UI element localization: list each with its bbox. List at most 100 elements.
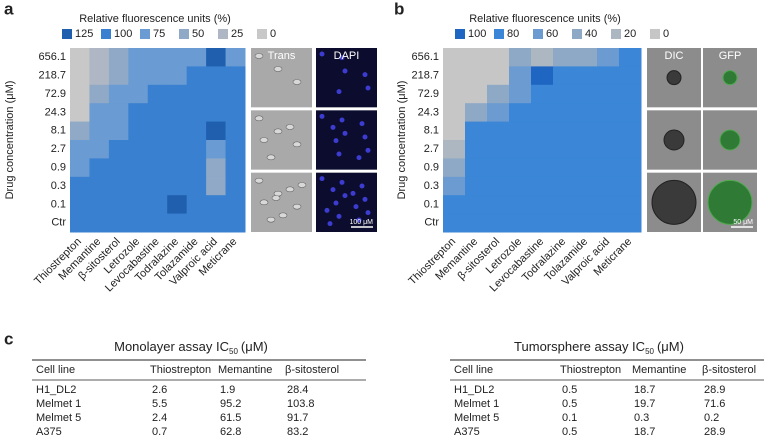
heatmap-cell <box>108 213 129 233</box>
row-label: 656.1 <box>38 51 66 63</box>
heatmap-cell <box>167 176 188 196</box>
heatmap-cell <box>128 48 149 67</box>
heatmap-cell <box>619 213 642 233</box>
table-cell: 71.6 <box>704 398 725 410</box>
heatmap-cell <box>509 48 532 67</box>
nucleus <box>356 217 362 223</box>
heatmap-cell <box>597 103 620 123</box>
heatmap-cell <box>465 66 488 86</box>
nucleus <box>342 193 348 199</box>
table-title: Tumorsphere assay IC50 (μM) <box>514 339 684 356</box>
heatmap-cell <box>89 48 110 67</box>
title-text: Tumorsphere assay IC <box>514 339 645 354</box>
heatmap-cell <box>225 195 246 215</box>
heatmap-cell <box>465 103 488 123</box>
heatmap-cell <box>465 176 488 196</box>
heatmap-cell <box>70 140 90 159</box>
heatmap-cell <box>147 84 168 104</box>
row-label: 8.1 <box>51 125 66 137</box>
heatmap-cell <box>167 66 188 86</box>
table-cell: Melmet 5 <box>454 412 499 424</box>
heatmap-cell <box>465 195 488 215</box>
nucleus <box>319 51 325 57</box>
scale-bar-label: 50 μM <box>733 219 753 226</box>
heatmap-cell <box>531 140 554 159</box>
micrograph-header: DAPI <box>334 50 360 62</box>
heatmap-cell <box>443 140 466 159</box>
nucleus <box>330 187 336 193</box>
sphere <box>719 129 741 151</box>
heatmap-cell <box>147 103 168 123</box>
nucleus <box>319 176 325 182</box>
heatmap-cell <box>225 48 246 67</box>
heatmap-cell <box>553 48 576 67</box>
heatmap-cell <box>206 195 227 215</box>
heatmap-cell <box>597 121 620 141</box>
heatmap-cell <box>575 158 598 178</box>
nucleus <box>327 221 333 227</box>
nucleus <box>359 121 365 127</box>
heatmap-cell <box>89 103 110 123</box>
heatmap-cell <box>206 103 227 123</box>
row-label: 0.3 <box>51 180 66 192</box>
heatmap-cell <box>128 176 149 196</box>
heatmap-cell <box>167 103 188 123</box>
nucleus <box>362 72 368 78</box>
row-label: 0.9 <box>424 162 439 174</box>
heatmap-cell <box>108 140 129 159</box>
legend-label: 25 <box>231 28 243 40</box>
heatmap-cell <box>147 66 168 86</box>
table-cell: 18.7 <box>634 384 655 396</box>
table-header: Cell line <box>454 364 493 376</box>
table-header: Cell line <box>36 364 75 376</box>
cell <box>292 203 302 210</box>
title-subscript: 50 <box>229 347 238 356</box>
nucleus <box>365 85 371 91</box>
legend-label: 40 <box>585 28 597 40</box>
heatmap-cell <box>70 195 90 215</box>
table-cell: H1_DL2 <box>454 384 494 396</box>
heatmap-cell <box>553 176 576 196</box>
row-label: 24.3 <box>418 106 439 118</box>
heatmap-cell <box>147 176 168 196</box>
table-header: Thiostrepton <box>560 364 621 376</box>
legend-swatch <box>101 29 111 39</box>
heatmap-cell <box>147 121 168 141</box>
heatmap-cell <box>128 121 149 141</box>
micrograph <box>316 110 377 170</box>
table-cell: 5.5 <box>152 398 167 410</box>
heatmap-cell <box>186 66 207 86</box>
heatmap-cell <box>206 84 227 104</box>
heatmap-cell <box>128 195 149 215</box>
heatmap-cell <box>553 66 576 86</box>
heatmap-cell <box>509 66 532 86</box>
nucleus <box>356 155 362 161</box>
nucleus <box>319 113 325 119</box>
table-cell: 91.7 <box>287 412 308 424</box>
cell <box>297 182 307 188</box>
heatmap-cell <box>206 140 227 159</box>
heatmap-cell <box>70 48 90 67</box>
heatmap-cell <box>619 176 642 196</box>
sphere <box>722 70 738 86</box>
heatmap-cell <box>147 158 168 178</box>
heatmap-cell <box>597 176 620 196</box>
legend-title: Relative fluorescence units (%) <box>79 13 231 25</box>
heatmap-cell <box>443 213 466 233</box>
panel-label: b <box>394 0 404 18</box>
heatmap-cell <box>443 176 466 196</box>
nucleus <box>362 134 368 140</box>
cell <box>285 124 295 130</box>
heatmap-cell <box>531 103 554 123</box>
heatmap-cell <box>487 84 510 104</box>
nucleus <box>339 117 345 123</box>
heatmap-cell <box>531 84 554 104</box>
cell <box>273 66 283 72</box>
heatmap-cell <box>619 121 642 141</box>
heatmap-cell <box>553 103 576 123</box>
cell <box>285 186 295 193</box>
table-cell: 0.5 <box>562 398 577 410</box>
legend-label: 0 <box>270 28 276 40</box>
heatmap-cell <box>553 84 576 104</box>
heatmap-cell <box>531 121 554 141</box>
